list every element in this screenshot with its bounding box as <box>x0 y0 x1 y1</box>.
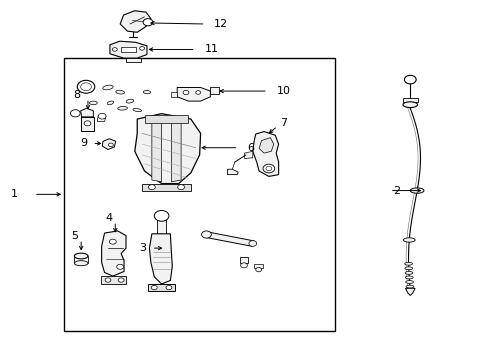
Ellipse shape <box>255 267 261 272</box>
Ellipse shape <box>405 285 413 288</box>
Polygon shape <box>110 41 147 58</box>
Ellipse shape <box>195 91 200 94</box>
Ellipse shape <box>140 46 144 50</box>
Polygon shape <box>81 108 93 117</box>
Ellipse shape <box>177 185 184 190</box>
Polygon shape <box>142 184 190 191</box>
Ellipse shape <box>240 263 247 268</box>
Ellipse shape <box>70 110 80 117</box>
Ellipse shape <box>89 101 97 105</box>
Ellipse shape <box>183 90 188 95</box>
Polygon shape <box>239 257 248 263</box>
Text: 5: 5 <box>71 231 78 241</box>
Text: 10: 10 <box>276 86 290 96</box>
Ellipse shape <box>116 90 124 94</box>
Polygon shape <box>144 116 188 123</box>
Ellipse shape <box>108 143 113 147</box>
Ellipse shape <box>148 185 155 190</box>
Ellipse shape <box>84 121 91 126</box>
Text: 12: 12 <box>214 19 228 29</box>
Polygon shape <box>101 276 126 284</box>
Polygon shape <box>177 87 210 101</box>
Ellipse shape <box>98 113 106 119</box>
Text: 8: 8 <box>73 90 80 100</box>
Polygon shape <box>210 87 219 94</box>
Polygon shape <box>157 216 166 234</box>
Text: 11: 11 <box>204 45 218 54</box>
Text: 3: 3 <box>139 243 146 253</box>
Ellipse shape <box>404 262 412 265</box>
Polygon shape <box>402 98 417 102</box>
Ellipse shape <box>117 264 123 269</box>
Ellipse shape <box>118 278 124 282</box>
Ellipse shape <box>126 99 133 103</box>
Ellipse shape <box>107 101 113 105</box>
Text: 2: 2 <box>392 185 400 195</box>
Ellipse shape <box>404 271 412 274</box>
Polygon shape <box>227 169 238 175</box>
Polygon shape <box>244 151 252 158</box>
Polygon shape <box>81 117 94 131</box>
Polygon shape <box>135 114 200 184</box>
Ellipse shape <box>151 285 157 290</box>
Polygon shape <box>405 288 414 296</box>
Polygon shape <box>120 11 151 32</box>
Text: 4: 4 <box>105 213 112 223</box>
Text: 6: 6 <box>247 143 254 153</box>
Text: 7: 7 <box>279 118 286 128</box>
Ellipse shape <box>74 261 88 266</box>
Ellipse shape <box>143 90 150 94</box>
Polygon shape <box>205 232 254 246</box>
Polygon shape <box>171 117 181 182</box>
Ellipse shape <box>263 164 274 173</box>
Ellipse shape <box>143 19 153 26</box>
Polygon shape <box>126 58 141 62</box>
Ellipse shape <box>118 107 127 110</box>
Ellipse shape <box>405 276 412 279</box>
Polygon shape <box>148 284 175 291</box>
Ellipse shape <box>404 75 415 84</box>
Polygon shape <box>152 121 161 182</box>
Polygon shape <box>97 116 106 122</box>
Polygon shape <box>171 92 177 97</box>
Ellipse shape <box>248 240 256 246</box>
Ellipse shape <box>154 211 168 221</box>
Ellipse shape <box>77 80 95 93</box>
Ellipse shape <box>74 253 88 259</box>
Ellipse shape <box>81 83 91 91</box>
Polygon shape <box>149 234 172 284</box>
Text: 9: 9 <box>80 139 87 148</box>
Ellipse shape <box>404 267 412 270</box>
Ellipse shape <box>405 280 413 283</box>
Ellipse shape <box>133 108 141 112</box>
Polygon shape <box>102 231 126 276</box>
Ellipse shape <box>265 166 271 171</box>
Polygon shape <box>254 264 263 268</box>
Ellipse shape <box>109 239 116 244</box>
Ellipse shape <box>403 238 414 242</box>
Ellipse shape <box>165 285 171 290</box>
Ellipse shape <box>112 48 117 51</box>
Polygon shape <box>252 132 278 176</box>
Polygon shape <box>259 138 273 153</box>
Polygon shape <box>102 139 116 149</box>
Ellipse shape <box>402 102 417 108</box>
Bar <box>64 58 334 330</box>
Ellipse shape <box>105 278 111 282</box>
Text: 1: 1 <box>10 189 18 199</box>
Ellipse shape <box>102 85 113 90</box>
Polygon shape <box>121 46 136 52</box>
Ellipse shape <box>201 231 211 238</box>
Ellipse shape <box>409 188 423 193</box>
